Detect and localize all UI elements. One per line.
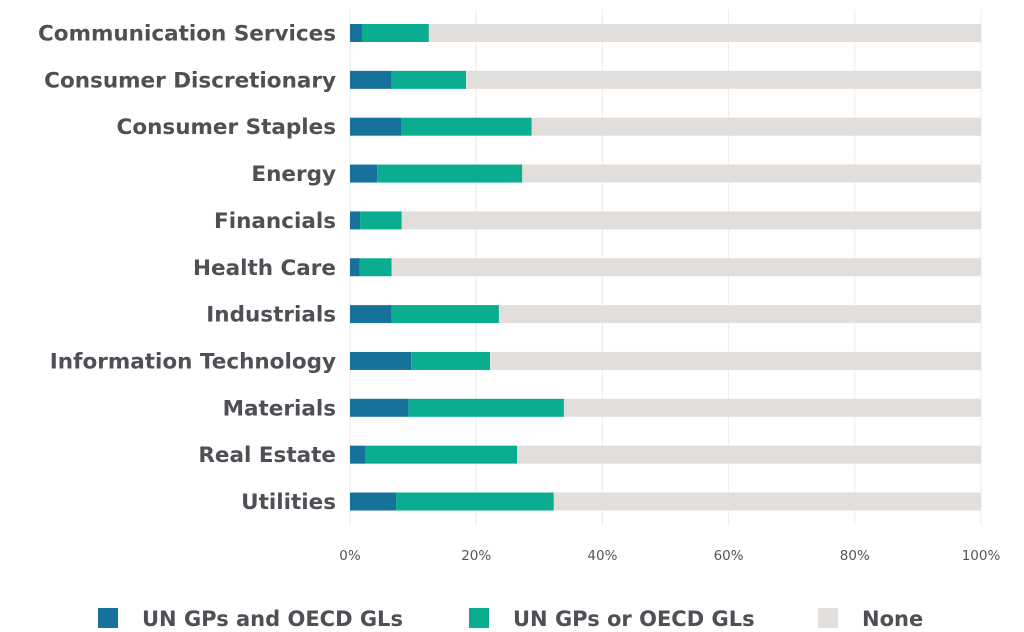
category-label-consumer-discretionary: Consumer Discretionary (44, 68, 336, 93)
bar-real-estate-none (517, 445, 981, 464)
bar-communication-services-un-gps-and-oecd-gls (350, 24, 362, 42)
x-tick-label: 20% (461, 548, 491, 564)
bar-consumer-discretionary-un-gps-and-oecd-gls (350, 70, 392, 89)
bar-materials-un-gps-or-oecd-gls (408, 398, 564, 417)
bar-financials-un-gps-and-oecd-gls (350, 211, 361, 230)
bar-health-care-un-gps-or-oecd-gls (359, 258, 392, 277)
x-tick-label: 0% (339, 548, 361, 564)
legend-label-un-gps-or-oecd-gls: UN GPs or OECD GLs (513, 607, 755, 631)
bar-consumer-staples-un-gps-and-oecd-gls (350, 117, 402, 136)
x-tick-label: 100% (962, 548, 1001, 564)
x-tick-label: 40% (587, 548, 617, 564)
bar-real-estate-un-gps-and-oecd-gls (350, 445, 366, 464)
bar-energy-un-gps-and-oecd-gls (350, 164, 378, 183)
bar-utilities-un-gps-or-oecd-gls (396, 492, 554, 511)
bar-utilities-un-gps-and-oecd-gls (350, 492, 397, 511)
bar-financials-un-gps-or-oecd-gls (360, 211, 402, 230)
bar-information-technology-un-gps-or-oecd-gls (411, 351, 491, 370)
bar-consumer-staples-un-gps-or-oecd-gls (401, 117, 532, 136)
x-tick-label: 80% (840, 548, 870, 564)
x-axis-ticks: 0% 20% 40% 60% 80% 100% (339, 548, 1000, 564)
bar-materials-none (563, 398, 981, 417)
category-label-information-technology: Information Technology (50, 349, 336, 374)
bar-industrials-none (498, 305, 981, 324)
bar-real-estate-un-gps-or-oecd-gls (365, 445, 518, 464)
legend-label-none: None (862, 607, 923, 631)
category-label-industrials: Industrials (206, 303, 336, 328)
bar-consumer-staples-none (531, 117, 981, 136)
bar-industrials-un-gps-and-oecd-gls (350, 305, 392, 324)
bars (350, 24, 981, 511)
x-tick-label: 60% (714, 548, 744, 564)
bar-health-care-none (391, 258, 981, 277)
category-label-health-care: Health Care (193, 256, 336, 281)
bar-energy-none (522, 164, 981, 183)
bar-financials-none (401, 211, 981, 230)
bar-energy-un-gps-or-oecd-gls (377, 164, 523, 183)
category-label-energy: Energy (251, 162, 336, 187)
category-label-consumer-staples: Consumer Staples (117, 115, 336, 140)
legend-label-un-gps-and-oecd-gls: UN GPs and OECD GLs (142, 607, 403, 631)
bar-communication-services-un-gps-or-oecd-gls (361, 24, 429, 42)
bar-consumer-discretionary-none (466, 70, 981, 89)
category-label-utilities: Utilities (241, 490, 336, 515)
category-labels: Communication Services Consumer Discretio… (38, 22, 336, 516)
bar-communication-services-none (428, 24, 981, 42)
legend-swatch-un-gps-or-oecd-gls (469, 608, 489, 628)
bar-consumer-discretionary-un-gps-or-oecd-gls (391, 70, 467, 89)
legend-swatch-none (818, 608, 838, 628)
category-label-materials: Materials (223, 396, 336, 421)
bar-utilities-none (553, 492, 981, 511)
legend-swatch-un-gps-and-oecd-gls (98, 608, 118, 628)
bar-materials-un-gps-and-oecd-gls (350, 398, 409, 417)
category-label-real-estate: Real Estate (198, 443, 336, 468)
bar-information-technology-un-gps-and-oecd-gls (350, 351, 412, 370)
legend: UN GPs and OECD GLs UN GPs or OECD GLs Non… (98, 607, 923, 631)
bar-health-care-un-gps-and-oecd-gls (350, 258, 360, 277)
bar-information-technology-none (490, 351, 981, 370)
category-label-financials: Financials (214, 209, 336, 234)
category-label-communication-services: Communication Services (38, 22, 336, 47)
bar-industrials-un-gps-or-oecd-gls (391, 305, 499, 324)
